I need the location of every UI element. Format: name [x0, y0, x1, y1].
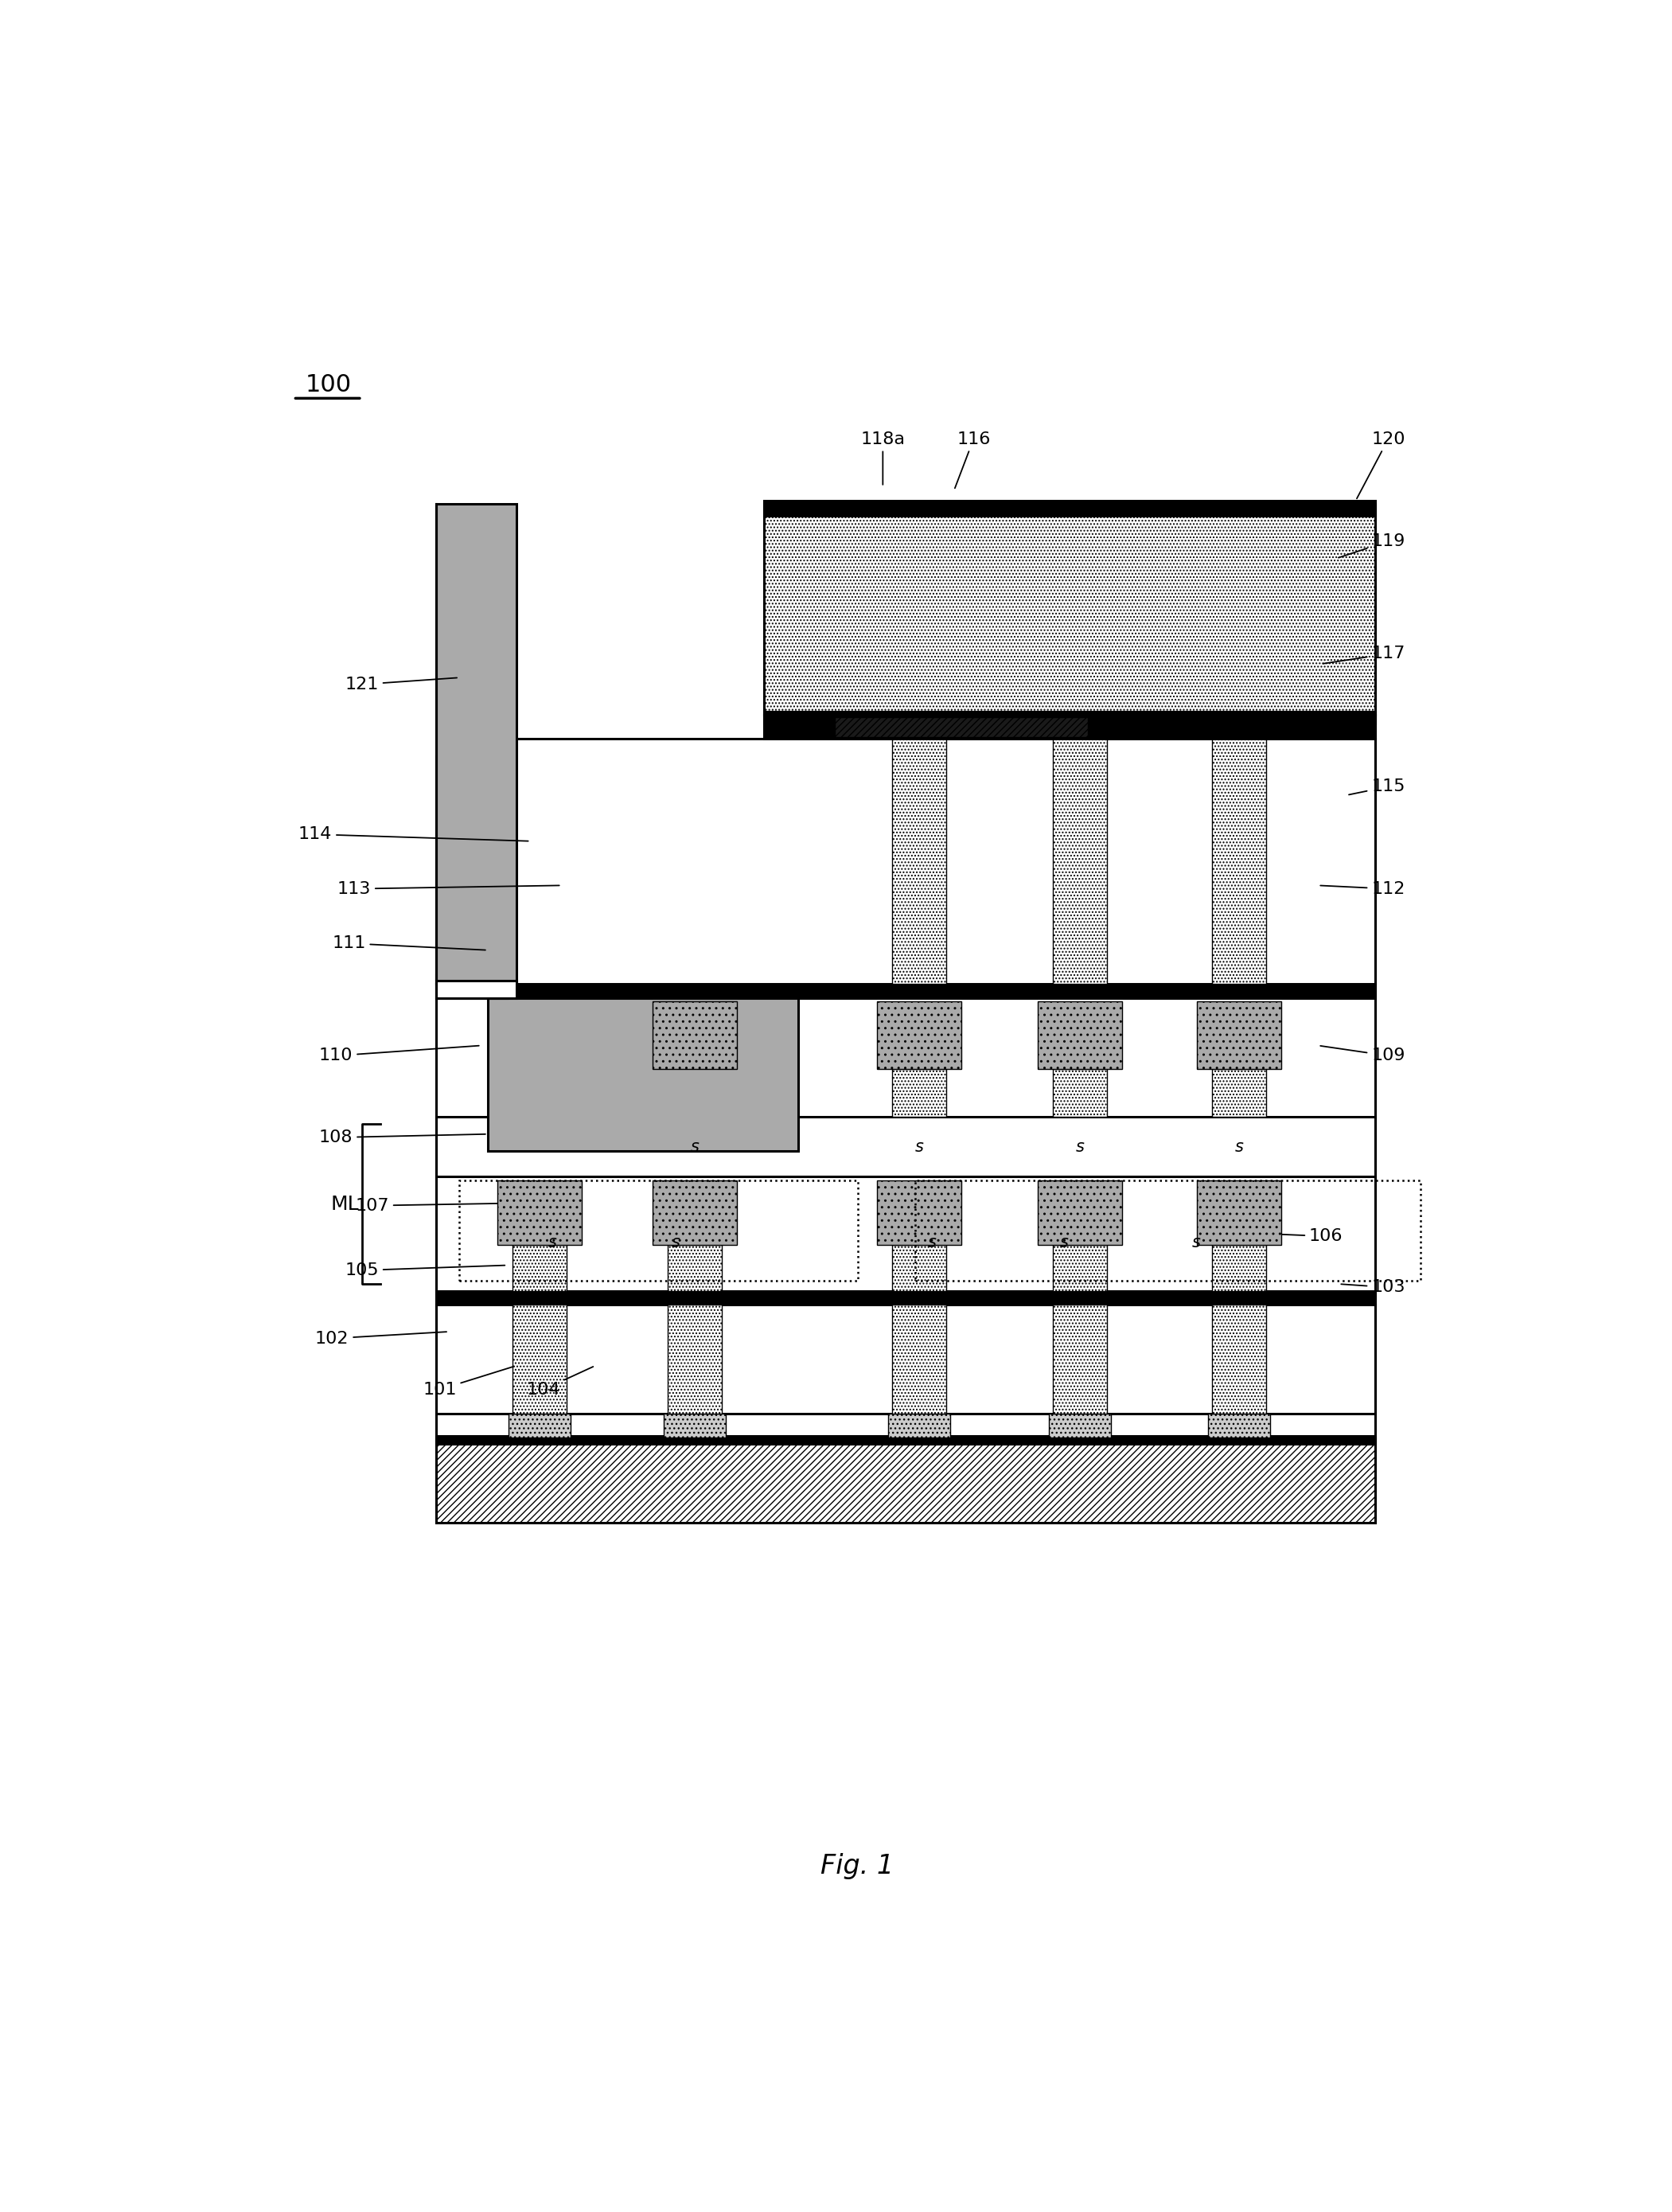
Bar: [488, 998, 799, 1150]
Bar: [891, 1068, 946, 1117]
Bar: [1209, 1413, 1271, 1438]
Text: $\mathit{s}$: $\mathit{s}$: [915, 1139, 925, 1155]
Bar: [508, 1413, 570, 1438]
Bar: [512, 1305, 567, 1413]
Text: $\mathit{s}$: $\mathit{s}$: [1192, 1234, 1202, 1250]
Text: 120: 120: [1356, 431, 1404, 498]
Text: $\mathit{s}$: $\mathit{s}$: [670, 1234, 681, 1250]
Bar: [652, 1179, 737, 1245]
Text: $\mathit{s}$: $\mathit{s}$: [547, 1234, 557, 1250]
Bar: [764, 714, 1376, 739]
Bar: [891, 739, 946, 984]
Bar: [436, 757, 507, 980]
Bar: [1212, 1305, 1266, 1413]
Bar: [664, 1413, 726, 1438]
Bar: [764, 712, 1376, 723]
Text: 102: 102: [316, 1332, 446, 1347]
Bar: [1048, 1413, 1110, 1438]
Text: $\mathit{s}$: $\mathit{s}$: [1234, 1139, 1244, 1155]
Text: 119: 119: [1339, 533, 1404, 557]
Text: 106: 106: [1247, 1228, 1343, 1243]
Text: 100: 100: [304, 374, 351, 396]
Bar: [667, 1245, 722, 1292]
Bar: [436, 984, 1376, 998]
Bar: [888, 1413, 950, 1438]
Bar: [436, 1117, 1376, 1177]
Text: 110: 110: [319, 1046, 478, 1064]
Bar: [667, 1068, 722, 1117]
Bar: [652, 1002, 737, 1068]
Text: 107: 107: [356, 1197, 567, 1214]
Text: 113: 113: [338, 880, 558, 896]
Bar: [436, 1292, 1376, 1305]
Text: ML: ML: [331, 1194, 359, 1214]
Bar: [1212, 739, 1266, 984]
Bar: [507, 739, 1376, 984]
Bar: [1212, 1068, 1266, 1117]
Text: 105: 105: [344, 1263, 505, 1279]
Text: 104: 104: [527, 1367, 594, 1398]
Bar: [834, 717, 1087, 737]
Bar: [436, 504, 517, 984]
Text: $\mathit{s}$: $\mathit{s}$: [1075, 1139, 1085, 1155]
Bar: [764, 500, 1376, 515]
Bar: [878, 1002, 961, 1068]
Bar: [1053, 1068, 1107, 1117]
Bar: [1197, 1002, 1281, 1068]
Bar: [764, 504, 1376, 714]
Bar: [436, 1438, 1376, 1522]
Text: Fig. 1: Fig. 1: [821, 1854, 893, 1880]
Text: 112: 112: [1321, 880, 1404, 896]
Text: $\mathit{s}$: $\mathit{s}$: [926, 1234, 936, 1250]
Bar: [878, 1179, 961, 1245]
Text: 101: 101: [423, 1367, 513, 1398]
Text: 117: 117: [1323, 646, 1404, 664]
Bar: [436, 1305, 1376, 1413]
Bar: [891, 1305, 946, 1413]
Text: 108: 108: [319, 1130, 485, 1146]
Bar: [1038, 1002, 1122, 1068]
Bar: [891, 1245, 946, 1292]
Bar: [1053, 739, 1107, 984]
Text: 114: 114: [298, 827, 528, 843]
Text: 103: 103: [1341, 1279, 1404, 1296]
Bar: [436, 973, 507, 998]
Bar: [1053, 1305, 1107, 1413]
Text: $\mathit{s}$: $\mathit{s}$: [1060, 1234, 1068, 1250]
Bar: [436, 1436, 1376, 1444]
Bar: [436, 980, 517, 998]
Bar: [1197, 1179, 1281, 1245]
Bar: [497, 1179, 582, 1245]
Bar: [1038, 1179, 1122, 1245]
Text: 111: 111: [333, 936, 485, 951]
Text: 118a: 118a: [861, 431, 905, 484]
Bar: [1053, 1245, 1107, 1292]
Text: 116: 116: [955, 431, 990, 489]
Bar: [512, 1245, 567, 1292]
Text: 121: 121: [344, 677, 456, 692]
Text: $\mathit{s}$: $\mathit{s}$: [691, 1139, 701, 1155]
Bar: [460, 1179, 858, 1281]
Text: 115: 115: [1349, 779, 1404, 794]
Bar: [915, 1179, 1421, 1281]
Bar: [1212, 1245, 1266, 1292]
Text: 109: 109: [1321, 1046, 1404, 1064]
Bar: [667, 1305, 722, 1413]
